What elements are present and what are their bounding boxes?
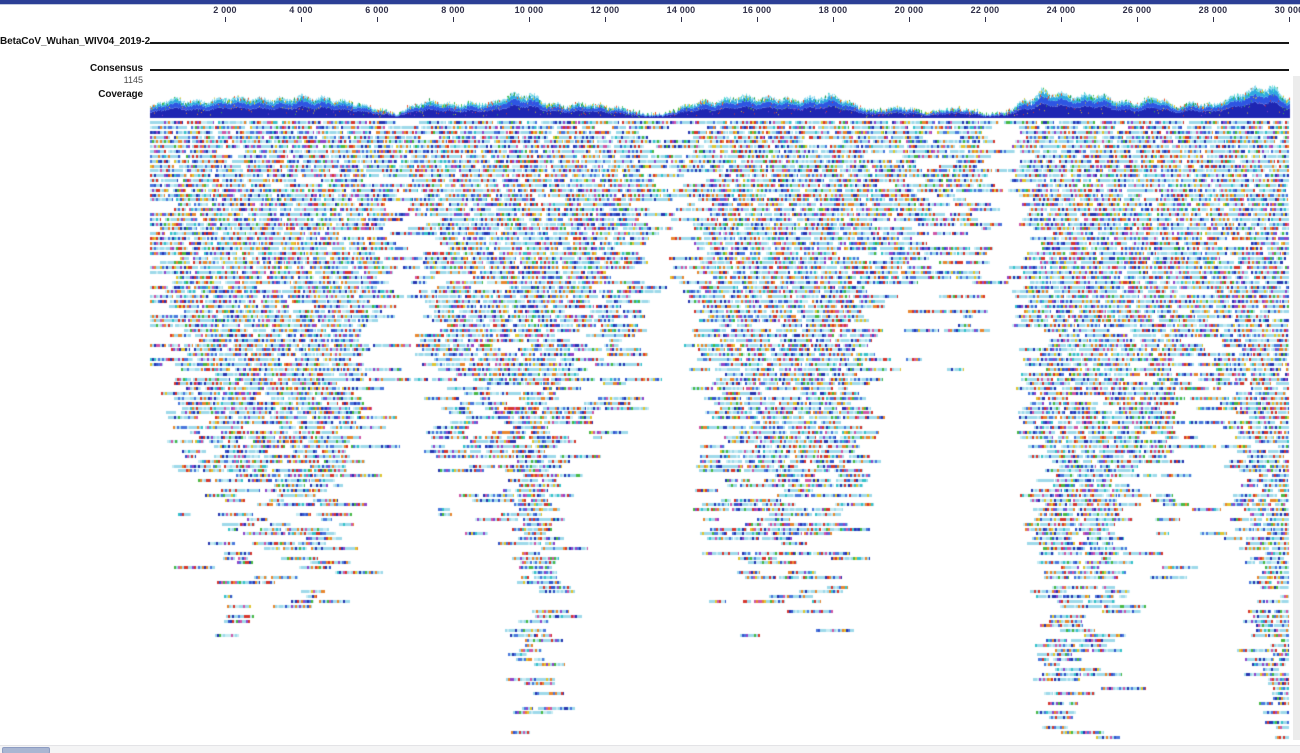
ruler-tick-label: 2 000: [213, 5, 237, 15]
horizontal-scrollbar-track[interactable]: [0, 745, 1300, 753]
ruler-tick-mark: [681, 17, 682, 22]
ruler-tick-mark: [377, 17, 378, 22]
ruler-tick-label: 6 000: [365, 5, 389, 15]
ruler-tick-label: 14 000: [666, 5, 696, 15]
ruler-tick-mark: [833, 17, 834, 22]
coverage-track-label[interactable]: Coverage: [98, 89, 143, 100]
ruler-tick-label: 4 000: [289, 5, 313, 15]
ruler-tick-label: 24 000: [1046, 5, 1076, 15]
ruler-tick-mark: [985, 17, 986, 22]
ruler-tick-label: 12 000: [590, 5, 620, 15]
ruler-tick-mark: [909, 17, 910, 22]
consensus-track-label[interactable]: Consensus: [89, 63, 143, 74]
ruler-tick-label: 10 000: [514, 5, 544, 15]
ruler-tick-mark: [757, 17, 758, 22]
ruler-tick-label: 22 000: [970, 5, 1000, 15]
ruler-tick-mark: [1137, 17, 1138, 22]
ruler-tick-mark: [605, 17, 606, 22]
ruler-tick-label: 28 000: [1198, 5, 1228, 15]
ruler-tick-label: 20 000: [894, 5, 924, 15]
ruler-tick-mark: [1289, 17, 1290, 22]
ruler-tick-mark: [225, 17, 226, 22]
ruler-tick-mark: [301, 17, 302, 22]
ruler-tick-mark: [1213, 17, 1214, 22]
ruler-tick-mark: [1061, 17, 1062, 22]
ruler-tick-label: 16 000: [742, 5, 772, 15]
ruler[interactable]: 2 000 4 000 6 000 8 000 10 000 12 000 14 000 16…: [0, 4, 1300, 26]
ruler-tick-label: 18 000: [818, 5, 848, 15]
reference-sequence-line[interactable]: [150, 42, 1289, 44]
vertical-scrollbar-track[interactable]: [1293, 76, 1300, 740]
ruler-tick-label: 26 000: [1122, 5, 1152, 15]
ruler-tick-mark: [529, 17, 530, 22]
ruler-tick-mark: [453, 17, 454, 22]
reference-track-label[interactable]: BetaCoV_Wuhan_WIV04_2019-2: [0, 36, 151, 47]
coverage-max-value: 1145: [123, 75, 143, 85]
ruler-tick-label: 30 000: [1274, 5, 1300, 15]
consensus-sequence-line[interactable]: [150, 69, 1289, 71]
ruler-tick-label: 8 000: [441, 5, 465, 15]
horizontal-scrollbar-thumb[interactable]: [2, 747, 50, 753]
